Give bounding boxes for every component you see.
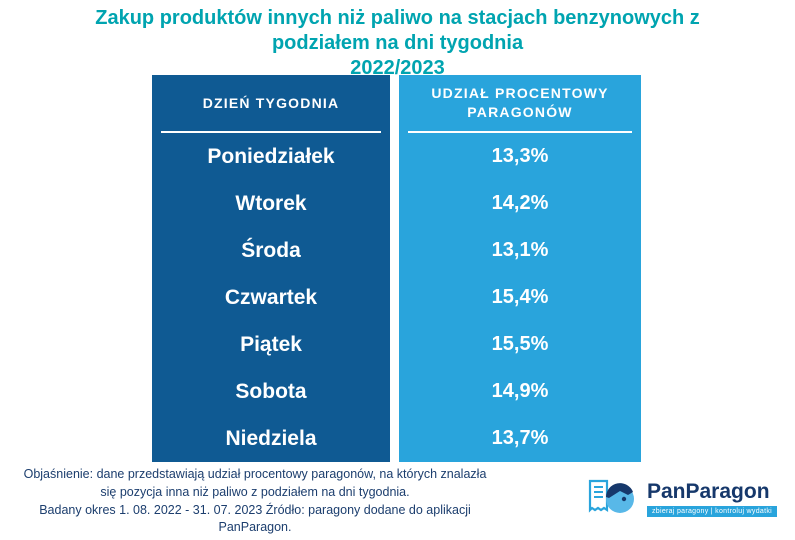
column-days-header-label: DZIEŃ TYGODNIA bbox=[202, 94, 340, 111]
table-row: Sobota bbox=[235, 379, 307, 403]
panparagon-logo-icon bbox=[587, 472, 639, 525]
column-values-header: UDZIAŁ PROCENTOWY PARAGONÓW bbox=[399, 75, 641, 131]
column-values-header-line-1: UDZIAŁ PROCENTOWY bbox=[431, 85, 609, 102]
explanation-line-2: się pozycja inna niż paliwo z podziałem … bbox=[100, 484, 410, 499]
table-row: 14,9% bbox=[491, 380, 549, 402]
explanation-line-3: Badany okres 1. 08. 2022 - 31. 07. 2023 … bbox=[39, 502, 471, 517]
table-row: Środa bbox=[241, 238, 301, 262]
panparagon-logo: PanParagon zbieraj paragony | kontroluj … bbox=[587, 472, 777, 525]
column-values-rows: 13,3% 14,2% 13,1% 15,4% 15,5% 14,9% 13,7… bbox=[399, 133, 641, 462]
table-row: Niedziela bbox=[225, 426, 317, 450]
column-days-header: DZIEŃ TYGODNIA bbox=[152, 75, 390, 131]
explanation-note: Objaśnienie: dane przedstawiają udział p… bbox=[12, 466, 498, 537]
table-row: 13,7% bbox=[491, 427, 549, 449]
explanation-line-4: PanParagon. bbox=[218, 520, 292, 535]
title-line-1: Zakup produktów innych niż paliwo na sta… bbox=[95, 7, 700, 29]
table-row: 15,5% bbox=[491, 333, 549, 355]
table-row: Poniedziałek bbox=[207, 144, 335, 168]
explanation-line-1: Objaśnienie: dane przedstawiają udział p… bbox=[23, 467, 487, 481]
panparagon-logo-name: PanParagon bbox=[646, 479, 770, 503]
column-days-rows: Poniedziałek Wtorek Środa Czwartek Piąte… bbox=[152, 133, 390, 462]
panparagon-logo-tagline: zbieraj paragony | kontroluj wydatki bbox=[646, 506, 777, 518]
column-values-header-line-2: PARAGONÓW bbox=[467, 104, 573, 120]
table-row: 15,4% bbox=[491, 286, 549, 308]
column-values: UDZIAŁ PROCENTOWY PARAGONÓW 13,3% 14,2% … bbox=[399, 75, 641, 462]
panparagon-logo-text-block: PanParagon zbieraj paragony | kontroluj … bbox=[646, 479, 777, 518]
page-title: Zakup produktów innych niż paliwo na sta… bbox=[0, 6, 795, 81]
title-line-3: 2022/2023 bbox=[350, 57, 445, 79]
table-row: 13,3% bbox=[491, 145, 549, 167]
table-row: Czwartek bbox=[224, 285, 318, 309]
table-row: Piątek bbox=[240, 332, 302, 356]
table-row: 14,2% bbox=[491, 192, 549, 214]
data-table: DZIEŃ TYGODNIA Poniedziałek Wtorek Środa… bbox=[152, 75, 641, 462]
table-row: Wtorek bbox=[235, 191, 307, 215]
table-row: 13,1% bbox=[491, 239, 549, 261]
column-days: DZIEŃ TYGODNIA Poniedziałek Wtorek Środa… bbox=[152, 75, 390, 462]
column-days-header-divider bbox=[161, 131, 381, 133]
column-values-header-divider bbox=[408, 131, 632, 133]
title-line-2: podziałem na dni tygodnia bbox=[271, 32, 524, 54]
